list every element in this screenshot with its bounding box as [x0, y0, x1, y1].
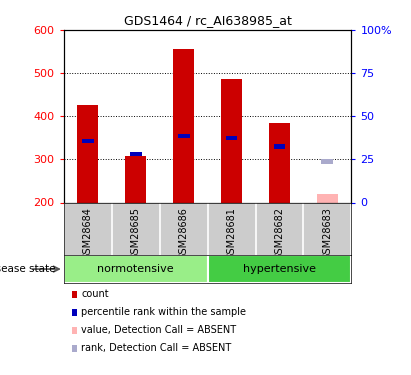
Bar [269, 123, 290, 202]
Bar [221, 79, 242, 203]
Bar [77, 105, 99, 202]
Text: GSM28684: GSM28684 [83, 207, 92, 260]
Text: percentile rank within the sample: percentile rank within the sample [81, 308, 246, 317]
Title: GDS1464 / rc_AI638985_at: GDS1464 / rc_AI638985_at [124, 15, 291, 27]
Text: count: count [81, 290, 109, 299]
Text: GSM28686: GSM28686 [179, 207, 189, 260]
Bar [125, 156, 146, 203]
Bar [321, 159, 333, 164]
Bar [208, 255, 351, 283]
Text: GSM28683: GSM28683 [323, 207, 332, 260]
Bar [178, 134, 189, 138]
Text: GSM28682: GSM28682 [275, 207, 284, 260]
Bar [64, 255, 208, 283]
Text: disease state: disease state [0, 264, 55, 274]
Text: rank, Detection Call = ABSENT: rank, Detection Call = ABSENT [81, 344, 231, 353]
Text: GSM28681: GSM28681 [226, 207, 236, 260]
Text: hypertensive: hypertensive [243, 264, 316, 274]
Text: GSM28685: GSM28685 [131, 207, 141, 260]
Bar [316, 194, 338, 202]
Text: normotensive: normotensive [97, 264, 174, 274]
Bar [82, 139, 94, 143]
Bar [226, 136, 238, 140]
Bar [274, 144, 285, 148]
Text: value, Detection Call = ABSENT: value, Detection Call = ABSENT [81, 326, 236, 335]
Bar [173, 48, 194, 202]
Bar [130, 152, 141, 156]
